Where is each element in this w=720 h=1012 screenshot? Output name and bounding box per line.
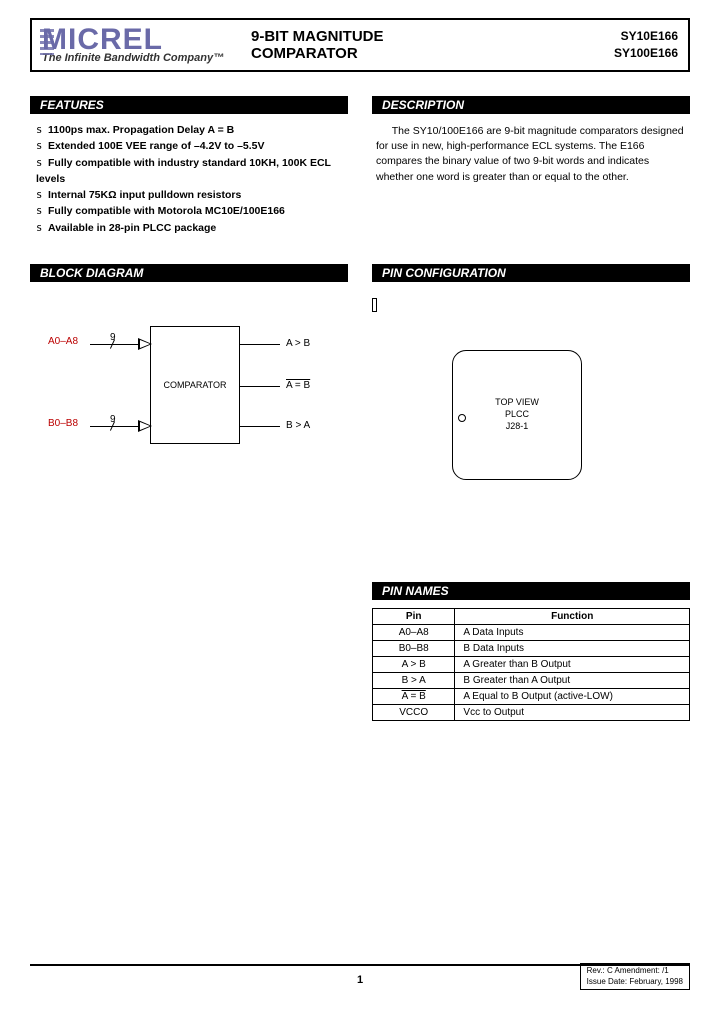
description-heading: DESCRIPTION [372, 96, 690, 114]
logo-block: MICREL The Infinite Bandwidth Company™ [42, 26, 237, 64]
feature-item: Fully compatible with Motorola MC10E/100… [36, 203, 348, 219]
table-row: VCCOVcc to Output [373, 704, 690, 720]
rev-line2: Issue Date: February, 1998 [587, 977, 683, 987]
block-diagram-heading: BLOCK DIAGRAM [30, 264, 348, 282]
pin-config-heading: PIN CONFIGURATION [372, 264, 690, 282]
table-row: B0–B8B Data Inputs [373, 640, 690, 656]
output-bga: B > A [286, 420, 310, 431]
pin-cell: A = B [373, 688, 455, 704]
rev-line1: Rev.: C Amendment: /1 [587, 966, 683, 976]
comparator-box: COMPARATOR [150, 326, 240, 444]
input-b-label: B0–B8 [48, 418, 78, 429]
chip-center-3: J28-1 [506, 421, 529, 431]
output-agb: A > B [286, 338, 310, 349]
title-line1: 9-BIT MAGNITUDE [251, 28, 384, 45]
col-func: Function [455, 608, 690, 624]
func-cell: B Data Inputs [455, 640, 690, 656]
output-aeb: A = B [286, 380, 310, 391]
chip-outline: TOP VIEW PLCC J28-1 [452, 350, 582, 480]
func-cell: A Greater than B Output [455, 656, 690, 672]
part-1: SY10E166 [614, 28, 678, 45]
features-list: 1100ps max. Propagation Delay A = B Exte… [30, 122, 348, 236]
logo-text: MICREL [42, 26, 163, 53]
func-cell: A Equal to B Output (active-LOW) [455, 688, 690, 704]
features-heading: FEATURES [30, 96, 348, 114]
func-cell: Vcc to Output [455, 704, 690, 720]
table-row: A0–A8A Data Inputs [373, 624, 690, 640]
pin-names-heading: PIN NAMES [372, 582, 690, 600]
feature-item: Internal 75KΩ input pulldown resistors [36, 187, 348, 203]
description-text: The SY10/100E166 are 9-bit magnitude com… [372, 122, 690, 195]
revision-box: Rev.: C Amendment: /1 Issue Date: Februa… [580, 963, 690, 990]
feature-item: Fully compatible with industry standard … [36, 155, 348, 188]
datasheet-header: MICREL The Infinite Bandwidth Company™ 9… [30, 18, 690, 72]
pin-cell: B > A [373, 672, 455, 688]
pin-lead [372, 298, 377, 312]
feature-item: Extended 100E VEE range of –4.2V to –5.5… [36, 138, 348, 154]
chip-center-2: PLCC [505, 409, 529, 419]
table-row: A > BA Greater than B Output [373, 656, 690, 672]
part-2: SY100E166 [614, 45, 678, 62]
doc-title: 9-BIT MAGNITUDE COMPARATOR [237, 28, 614, 62]
func-cell: B Greater than A Output [455, 672, 690, 688]
feature-item: Available in 28-pin PLCC package [36, 220, 348, 236]
pin1-indicator [458, 414, 466, 422]
pin-cell: A > B [373, 656, 455, 672]
table-row: B > AB Greater than A Output [373, 672, 690, 688]
part-numbers: SY10E166 SY100E166 [614, 28, 678, 62]
col-pin: Pin [373, 608, 455, 624]
block-diagram: COMPARATOR A0–A8 9 B0–B8 9 A > B A = B [30, 306, 348, 466]
pin-cell: VCCO [373, 704, 455, 720]
pin-cell: A0–A8 [373, 624, 455, 640]
title-line2: COMPARATOR [251, 45, 358, 62]
pin-names-table: Pin Function A0–A8A Data InputsB0–B8B Da… [372, 608, 690, 721]
func-cell: A Data Inputs [455, 624, 690, 640]
input-a-label: A0–A8 [48, 336, 78, 347]
table-row: A = BA Equal to B Output (active-LOW) [373, 688, 690, 704]
chip-center-1: TOP VIEW [495, 397, 539, 407]
feature-item: 1100ps max. Propagation Delay A = B [36, 122, 348, 138]
pin-cell: B0–B8 [373, 640, 455, 656]
pin-configuration-diagram: TOP VIEW PLCC J28-1 [372, 298, 690, 558]
